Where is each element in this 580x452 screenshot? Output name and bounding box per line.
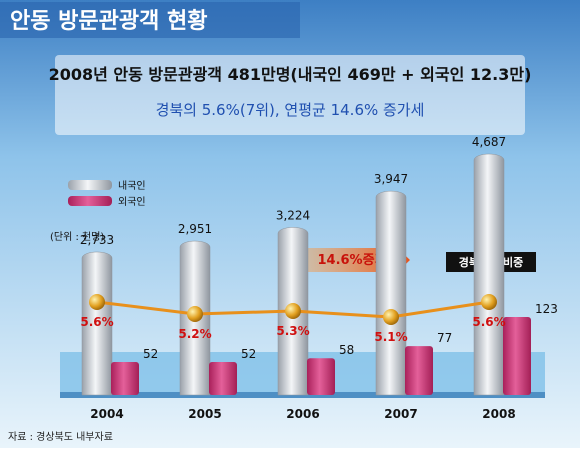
x-tick-label: 2007: [384, 407, 417, 421]
unit-label: (단위 : 천명): [50, 230, 104, 243]
bar: [111, 362, 139, 395]
subtitle: 2008년 안동 방문관광객 481만명(내국인 469만 + 외국인 12.3…: [49, 65, 532, 84]
value-label: 58: [339, 343, 354, 357]
source: 자료 : 경상북도 내부자료: [8, 430, 113, 443]
value-label: 5.3%: [276, 324, 309, 338]
bar: [473, 153, 505, 396]
value-label: 5.6%: [80, 315, 113, 329]
value-label: 5.1%: [374, 330, 407, 344]
x-tick-label: 2008: [482, 407, 515, 421]
chart-title: 안동 방문관광객 현황: [10, 9, 207, 34]
value-label: 3,947: [374, 172, 408, 186]
x-tick-label: 2004: [90, 407, 123, 421]
value-label: 77: [437, 331, 452, 345]
x-tick-label: 2006: [286, 407, 319, 421]
value-label: 3,224: [276, 208, 310, 222]
bar: [503, 317, 531, 395]
line-point: [285, 303, 301, 319]
subtitle2: 경북의 5.6%(7위), 연평균 14.6% 증가세: [156, 101, 425, 119]
legend-label: 내국인: [118, 180, 146, 192]
bar: [405, 346, 433, 395]
legend-swatch: [68, 196, 112, 206]
growth-annotation: 14.6%증가: [317, 253, 386, 268]
bar: [209, 362, 237, 395]
legend-label: 외국인: [118, 196, 146, 208]
line-point: [383, 309, 399, 325]
title-band: [0, 2, 300, 38]
value-label: 5.2%: [178, 327, 211, 341]
legend-swatch: [68, 180, 112, 190]
value-label: 123: [535, 302, 558, 316]
value-label: 52: [143, 347, 158, 361]
value-label: 52: [241, 347, 256, 361]
subtitle-box: [55, 55, 525, 135]
line-point: [481, 294, 497, 310]
value-label: 2,733: [80, 233, 114, 247]
value-label: 4,687: [472, 135, 506, 149]
bar: [81, 251, 113, 396]
line-point: [89, 294, 105, 310]
bar: [307, 358, 335, 395]
value-label: 5.6%: [472, 315, 505, 329]
x-tick-label: 2005: [188, 407, 221, 421]
line-point: [187, 306, 203, 322]
value-label: 2,951: [178, 222, 212, 236]
bar: [375, 190, 407, 396]
